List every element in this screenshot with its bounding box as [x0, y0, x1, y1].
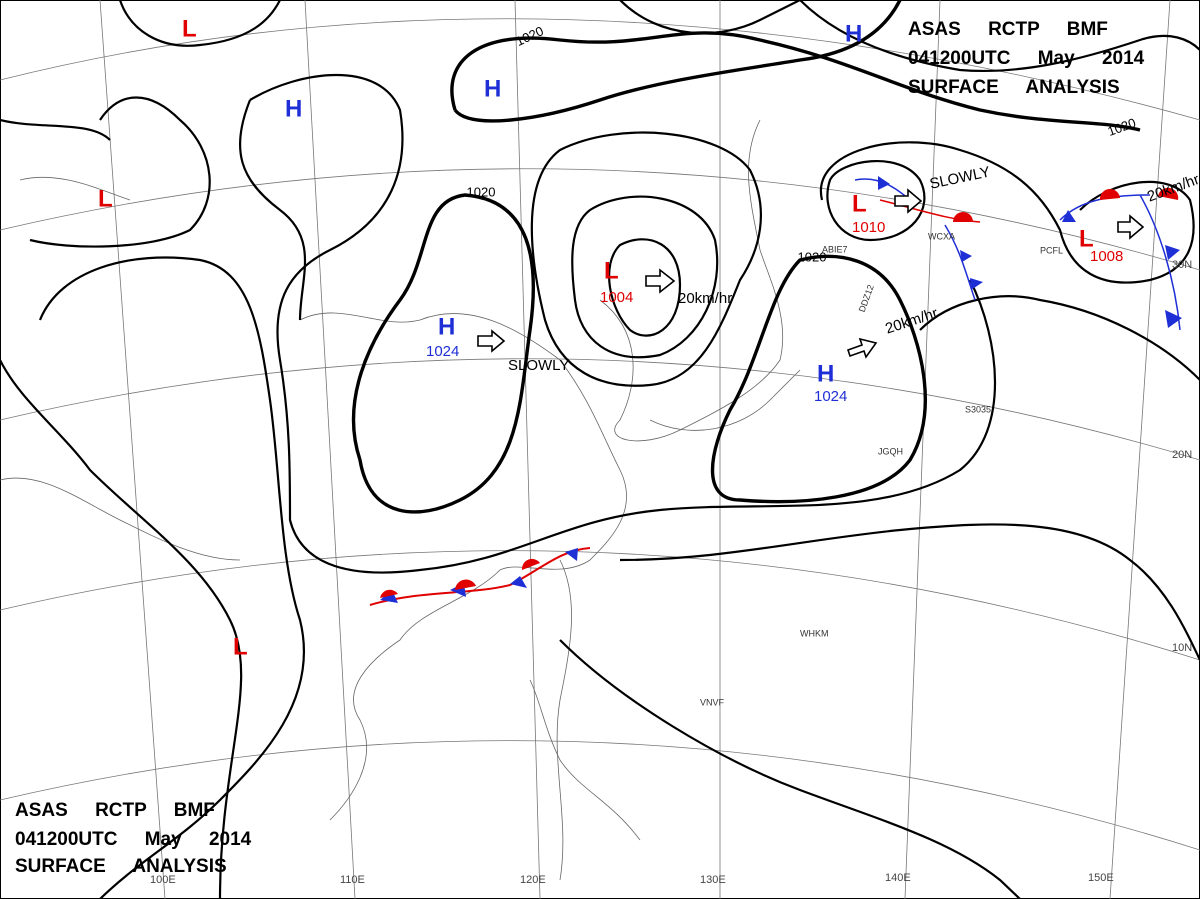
isobar — [571, 195, 719, 359]
parallel — [0, 18, 1200, 121]
isobar — [118, 0, 281, 47]
high-center: H — [484, 75, 501, 102]
footer-line: 041200UTC May 2014 — [15, 829, 252, 850]
high-center: H — [285, 95, 302, 122]
center-pressure: 1024 — [814, 388, 847, 405]
station-id: PCFL — [1040, 245, 1063, 255]
isobar — [0, 96, 211, 248]
front-semicircles — [1099, 187, 1179, 200]
low-center: L — [1079, 225, 1094, 252]
latitude-label: 20N — [1172, 449, 1192, 461]
longitude-label: 120E — [520, 874, 546, 886]
station-id: S3035 — [965, 404, 991, 414]
center-pressure: 1008 — [1090, 248, 1123, 265]
fronts — [369, 176, 1182, 606]
latitude-label: 30N — [1172, 259, 1192, 271]
footer-line: ASAS RCTP BMF — [15, 800, 215, 821]
isobar — [238, 99, 307, 321]
station-id: ABIE7 — [822, 244, 848, 254]
isobar — [559, 639, 1021, 899]
front-semicircles — [953, 212, 973, 222]
high-center: H — [817, 360, 834, 387]
low-center: L — [98, 185, 113, 212]
isobar — [619, 523, 1200, 661]
meridian — [1109, 0, 1171, 899]
stationary-front — [369, 547, 591, 606]
coast — [0, 176, 241, 561]
center-pressure: 1010 — [852, 219, 885, 236]
isobar — [0, 359, 243, 899]
station-id: VNVF — [700, 697, 725, 707]
isobar — [450, 31, 1141, 132]
coast — [299, 312, 627, 821]
arrow — [477, 329, 506, 353]
motion-label: SLOWLY — [508, 357, 569, 374]
arrow — [1117, 214, 1145, 240]
station-id: JGQH — [878, 446, 903, 456]
front-triangles — [1062, 210, 1182, 328]
station-id: WCXA — [928, 231, 955, 241]
isobar — [249, 73, 996, 574]
header-line: 041200UTC May 2014 — [908, 48, 1145, 69]
isobar — [799, 0, 1200, 73]
isobar-label: 1020 — [798, 249, 827, 264]
meridian — [304, 0, 356, 899]
low-center: L — [233, 633, 248, 660]
low-center: L — [852, 190, 867, 217]
low-center: L — [182, 15, 197, 42]
isobar — [38, 256, 306, 899]
longitude-label: 130E — [700, 874, 726, 886]
parallel — [0, 740, 1200, 851]
high-center: H — [845, 20, 862, 47]
longitude-label: 110E — [340, 874, 365, 886]
isobar — [351, 193, 536, 514]
parallel — [0, 550, 1200, 661]
center-pressure: 1004 — [600, 289, 633, 306]
arrow — [846, 337, 878, 359]
longitude-label: 100E — [150, 874, 176, 886]
coast — [649, 369, 801, 431]
header-line: SURFACE ANALYSIS — [908, 77, 1120, 98]
isobar — [819, 141, 1195, 284]
longitude-label: 150E — [1088, 872, 1114, 884]
isobar — [619, 0, 801, 35]
arrow — [894, 188, 923, 214]
longitude-label: 140E — [885, 872, 911, 884]
motion-arrows — [477, 188, 1145, 359]
coast — [556, 559, 572, 881]
isobar — [919, 295, 1200, 381]
motion-label: 20km/hr — [678, 290, 732, 307]
parallel — [0, 168, 1200, 271]
isobar — [710, 254, 927, 504]
center-pressure: 1024 — [426, 343, 459, 360]
front-semicircles — [380, 558, 540, 598]
isobar-label: 1020 — [467, 184, 496, 199]
station-id: WHKM — [800, 628, 829, 638]
parallel — [0, 358, 1200, 461]
high-center: H — [438, 313, 455, 340]
isobar — [530, 131, 762, 387]
meridian — [99, 0, 166, 899]
meridian — [904, 0, 941, 899]
latitude-label: 10N — [1172, 642, 1192, 654]
isobar — [826, 159, 926, 242]
isobar — [608, 238, 682, 337]
header-line: ASAS RCTP BMF — [908, 19, 1108, 40]
footer-line: SURFACE ANALYSIS — [15, 856, 227, 877]
low-center: L — [604, 257, 619, 284]
isobar — [453, 0, 902, 123]
meridian — [514, 0, 541, 899]
coast — [529, 679, 641, 841]
arrow — [645, 268, 676, 294]
